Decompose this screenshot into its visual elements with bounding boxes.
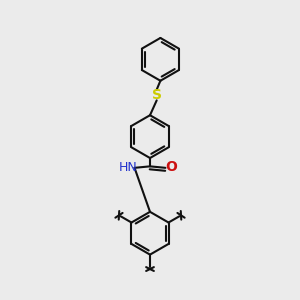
Text: HN: HN xyxy=(118,161,137,174)
Text: O: O xyxy=(166,160,177,174)
Text: S: S xyxy=(152,88,162,102)
